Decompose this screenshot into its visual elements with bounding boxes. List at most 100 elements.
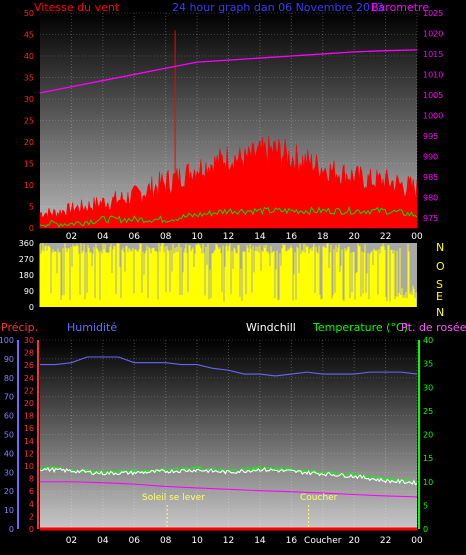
- baro-tick-label: 995: [423, 132, 438, 141]
- wind-tick-label: 50: [24, 9, 34, 18]
- temp-tick-label: 5: [423, 501, 428, 510]
- temp-grid: [40, 339, 418, 530]
- wind-axis-title: Vitesse du vent: [34, 1, 120, 14]
- humidity-tick-label: 10: [4, 506, 14, 515]
- wind-tick-label: 15: [24, 160, 34, 169]
- bottom-time-tick-label: 14: [254, 536, 266, 546]
- temp-tick-label: 40: [423, 336, 433, 345]
- winddir-series: [39, 243, 417, 307]
- time-tick-label: 02: [66, 232, 77, 242]
- baro-tick-label: 1000: [423, 111, 443, 120]
- precip-tick-label: 2: [29, 512, 34, 521]
- wind-tick-label: 10: [24, 181, 34, 190]
- humidity-tick-label: 50: [4, 431, 14, 440]
- windchill-line: [39, 466, 418, 486]
- winddir-tick-label: 270: [19, 255, 34, 264]
- humidity-tick-label: 60: [4, 412, 14, 421]
- baro-tick-label: 1015: [423, 50, 443, 59]
- precip-axis-title: Précip.: [1, 321, 38, 334]
- wind-tick-label: 40: [24, 52, 34, 61]
- humidity-line: [40, 356, 418, 377]
- temp-series: [39, 356, 418, 531]
- bottom-time-tick-label: 06: [129, 536, 141, 546]
- winddir-tick-label: 180: [19, 271, 34, 280]
- time-tick-label: 04: [97, 232, 109, 242]
- bottom-time-tick-label: Coucher: [304, 536, 342, 546]
- baro-line: [39, 49, 418, 94]
- bottom-time-tick-label: 10: [191, 536, 203, 546]
- bottom-time-tick-label: 04: [97, 536, 109, 546]
- precip-tick-label: 18: [24, 412, 34, 421]
- compass-o: O: [436, 260, 445, 273]
- wind-tick-label: 30: [24, 95, 34, 104]
- dewpoint-line: [40, 481, 418, 498]
- time-tick-label: 20: [348, 232, 360, 242]
- precip-tick-label: 16: [24, 424, 34, 433]
- sunset-label: Coucher: [300, 493, 338, 503]
- wind-tick-label: 25: [24, 117, 34, 126]
- baro-tick-label: 1020: [423, 29, 443, 38]
- humidity-tick-label: 20: [4, 487, 14, 496]
- baro-tick-label: 1010: [423, 70, 443, 79]
- time-tick-label: 06: [129, 232, 141, 242]
- bottom-time-tick-label: 22: [380, 536, 391, 546]
- precip-tick-label: 8: [29, 475, 34, 484]
- precip-tick-label: 6: [29, 487, 34, 496]
- precip-tick-label: 28: [24, 349, 34, 358]
- humidity-axis-title: Humidité: [67, 321, 117, 334]
- temp-tick-label: 25: [423, 407, 433, 416]
- humidity-tick-label: 80: [4, 374, 14, 383]
- baro-tick-label: 1025: [423, 9, 443, 18]
- time-tick-label: 12: [223, 232, 234, 242]
- wind-average-line: [39, 205, 418, 228]
- humidity-tick-label: 70: [4, 393, 14, 402]
- precip-tick-label: 30: [24, 336, 34, 345]
- time-tick-label: 22: [380, 232, 391, 242]
- temperature-line: [39, 465, 418, 484]
- compass-n-top: N: [436, 241, 444, 254]
- temp-axes: 0102030405060708090100024681012141618202…: [0, 336, 433, 546]
- baro-tick-label: 990: [423, 152, 438, 161]
- wind-tick-label: 35: [24, 74, 34, 83]
- wind-tick-label: 0: [29, 224, 34, 233]
- precip-tick-label: 26: [24, 361, 34, 370]
- temp-tick-label: 20: [423, 431, 433, 440]
- time-tick-label: 10: [191, 232, 203, 242]
- time-tick-label: 14: [254, 232, 266, 242]
- baro-tick-label: 1005: [423, 91, 443, 100]
- temperature-legend: Temperature (°C): [312, 321, 408, 334]
- baro-tick-label: 985: [423, 173, 438, 182]
- temp-tick-label: 15: [423, 454, 433, 463]
- precip-tick-label: 14: [24, 437, 34, 446]
- windchill-legend: Windchill: [246, 321, 296, 334]
- winddir-tick-label: 90: [24, 287, 34, 296]
- precip-tick-label: 22: [24, 386, 34, 395]
- time-tick-label: 16: [286, 232, 298, 242]
- baro-tick-label: 980: [423, 193, 438, 202]
- time-tick-label: 08: [160, 232, 172, 242]
- temp-tick-label: 10: [423, 478, 433, 487]
- precip-tick-label: 12: [24, 449, 34, 458]
- bottom-time-tick-label: 16: [286, 536, 298, 546]
- humidity-tick-label: 40: [4, 449, 14, 458]
- precip-tick-label: 24: [24, 374, 34, 383]
- humidity-tick-label: 30: [4, 468, 14, 477]
- winddir-tick-label: 360: [19, 239, 34, 248]
- humidity-tick-label: 90: [4, 355, 14, 364]
- precip-tick-label: 4: [29, 500, 34, 509]
- wind-tick-label: 20: [24, 138, 34, 147]
- time-tick-label: 18: [317, 232, 329, 242]
- winddir-tick-label: 0: [29, 303, 34, 312]
- winddir-axes: 0 90 180 270 360: [19, 239, 34, 312]
- wind-gust-area: [39, 136, 418, 229]
- sunrise-label: Soleil se lever: [142, 493, 205, 503]
- compass-e: E: [436, 290, 443, 303]
- bottom-time-tick-label: 02: [66, 536, 77, 546]
- temp-tick-label: 30: [423, 383, 433, 392]
- bottom-time-tick-label: 20: [348, 536, 360, 546]
- bottom-time-tick-label: 08: [160, 536, 172, 546]
- temp-tick-label: 0: [423, 525, 428, 534]
- chart-title: 24 hour graph dan 06 Novembre 2013: [172, 1, 384, 14]
- wind-axes: 0510152025303540455097598098599099510001…: [24, 9, 444, 242]
